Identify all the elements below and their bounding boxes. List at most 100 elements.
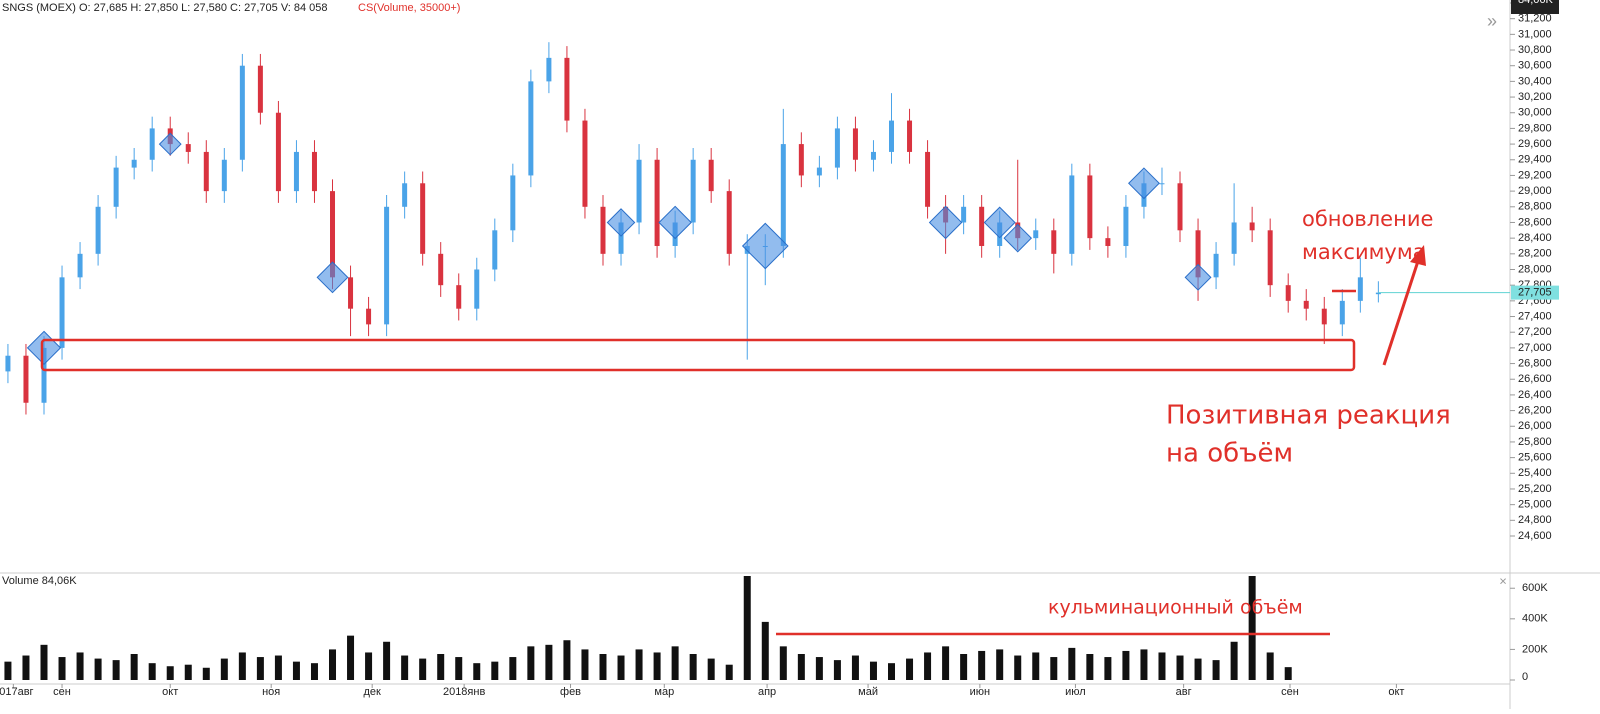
volume-bar bbox=[851, 655, 859, 680]
volume-bar bbox=[1284, 667, 1292, 680]
volume-title: Volume 84,06K bbox=[2, 575, 77, 587]
y-tick-label: 28,400 bbox=[1518, 232, 1552, 244]
candle-body bbox=[257, 65, 263, 113]
candle-body bbox=[384, 206, 390, 325]
volume-bar bbox=[383, 641, 391, 680]
annotation: на объём bbox=[1166, 439, 1293, 469]
candle-body bbox=[348, 277, 354, 309]
candle-body bbox=[510, 175, 516, 231]
annotation: Позитивная реакция bbox=[1166, 401, 1451, 431]
volume-bar bbox=[94, 658, 102, 680]
candle-body bbox=[1105, 238, 1111, 246]
x-tick-label: авг bbox=[1176, 686, 1192, 698]
volume-bar bbox=[617, 655, 625, 680]
candle-body bbox=[582, 120, 588, 207]
volume-bar bbox=[148, 663, 156, 680]
candle-body bbox=[654, 159, 660, 246]
volume-bar bbox=[1068, 647, 1076, 680]
volume-bar bbox=[743, 576, 751, 680]
signal-diamond bbox=[658, 205, 692, 240]
volume-bar bbox=[797, 654, 805, 680]
y-tick-label: 29,200 bbox=[1518, 169, 1552, 181]
volume-bar bbox=[1014, 655, 1022, 680]
signal-diamond bbox=[1003, 223, 1033, 253]
volume-bar bbox=[996, 649, 1004, 680]
volume-bar bbox=[274, 655, 282, 680]
candle-body bbox=[293, 151, 299, 192]
y-tick-label: 25,000 bbox=[1518, 499, 1552, 511]
candle-body bbox=[438, 253, 444, 286]
y-tick-label: 26,400 bbox=[1518, 389, 1552, 401]
x-tick-label: апр bbox=[758, 686, 776, 698]
candle-body bbox=[564, 57, 570, 121]
y-tick-label: 30,800 bbox=[1518, 44, 1552, 56]
candle-body bbox=[330, 191, 336, 278]
volume-bar bbox=[473, 663, 481, 680]
candle-body bbox=[979, 206, 985, 246]
last-price-label: 27,705 bbox=[1518, 287, 1552, 299]
candle-body bbox=[5, 355, 11, 372]
volume-bar bbox=[112, 660, 120, 680]
x-tick-label: ноя bbox=[262, 686, 280, 698]
candle-body bbox=[1267, 230, 1273, 286]
candle-body bbox=[1321, 308, 1327, 325]
y-tick-label: 30,600 bbox=[1518, 60, 1552, 72]
volume-bar bbox=[202, 667, 210, 680]
signal-diamond bbox=[316, 261, 349, 294]
volume-bar bbox=[869, 661, 877, 680]
y-tick-label: 26,200 bbox=[1518, 404, 1552, 416]
indicator-name: CS(Volume, 35000+) bbox=[358, 2, 460, 14]
volume-tick-label: 600K bbox=[1522, 582, 1548, 594]
y-tick-label: 26,000 bbox=[1518, 420, 1552, 432]
candle-body bbox=[275, 112, 281, 192]
volume-bar bbox=[942, 646, 950, 680]
volume-bar bbox=[527, 646, 535, 680]
volume-bar bbox=[1032, 652, 1040, 680]
candle-body bbox=[1303, 300, 1309, 309]
volume-bar bbox=[689, 654, 697, 680]
y-tick-label: 26,800 bbox=[1518, 357, 1552, 369]
signal-diamond bbox=[1128, 167, 1160, 200]
signal-diamond bbox=[928, 205, 963, 240]
last-volume-label: 84,06K bbox=[1518, 0, 1554, 6]
y-tick-label: 31,000 bbox=[1518, 28, 1552, 40]
volume-bar bbox=[653, 652, 661, 680]
volume-bar bbox=[563, 640, 571, 680]
candle-body bbox=[780, 144, 786, 246]
volume-bar bbox=[1140, 649, 1148, 680]
x-tick-label: окт bbox=[162, 686, 178, 698]
candle-body bbox=[636, 159, 642, 223]
y-tick-label: 30,200 bbox=[1518, 91, 1552, 103]
volume-bar bbox=[256, 657, 264, 680]
volume-bar bbox=[401, 655, 409, 680]
x-tick-label: июн bbox=[970, 686, 990, 698]
y-tick-label: 25,200 bbox=[1518, 483, 1552, 495]
y-tick-label: 24,800 bbox=[1518, 514, 1552, 526]
volume-bar bbox=[437, 654, 445, 680]
candle-body bbox=[113, 167, 119, 207]
y-tick-label: 29,800 bbox=[1518, 122, 1552, 134]
x-tick-label: сен bbox=[53, 686, 71, 698]
volume-bar bbox=[671, 646, 679, 680]
y-tick-label: 28,800 bbox=[1518, 201, 1552, 213]
volume-bar bbox=[329, 649, 337, 680]
volume-bar bbox=[58, 657, 66, 680]
volume-bar bbox=[76, 652, 84, 680]
last-price-box bbox=[1511, 285, 1559, 300]
collapse-icon[interactable]: » bbox=[1487, 11, 1497, 31]
arrow-head bbox=[1410, 245, 1426, 266]
candle-body bbox=[618, 222, 624, 254]
candle-body bbox=[961, 206, 967, 223]
arrow-shaft bbox=[1382, 254, 1422, 366]
y-tick-label: 27,000 bbox=[1518, 342, 1552, 354]
close-icon[interactable]: × bbox=[1499, 573, 1507, 588]
candle-body bbox=[456, 285, 462, 309]
signal-diamond bbox=[1184, 263, 1212, 291]
x-tick-label: май bbox=[858, 686, 878, 698]
y-tick-label: 26,600 bbox=[1518, 373, 1552, 385]
y-tick-label: 28,600 bbox=[1518, 216, 1552, 228]
x-tick-label: мар bbox=[654, 686, 674, 698]
volume-bar bbox=[707, 658, 715, 680]
candle-body bbox=[402, 183, 408, 207]
candle-body bbox=[221, 159, 227, 192]
